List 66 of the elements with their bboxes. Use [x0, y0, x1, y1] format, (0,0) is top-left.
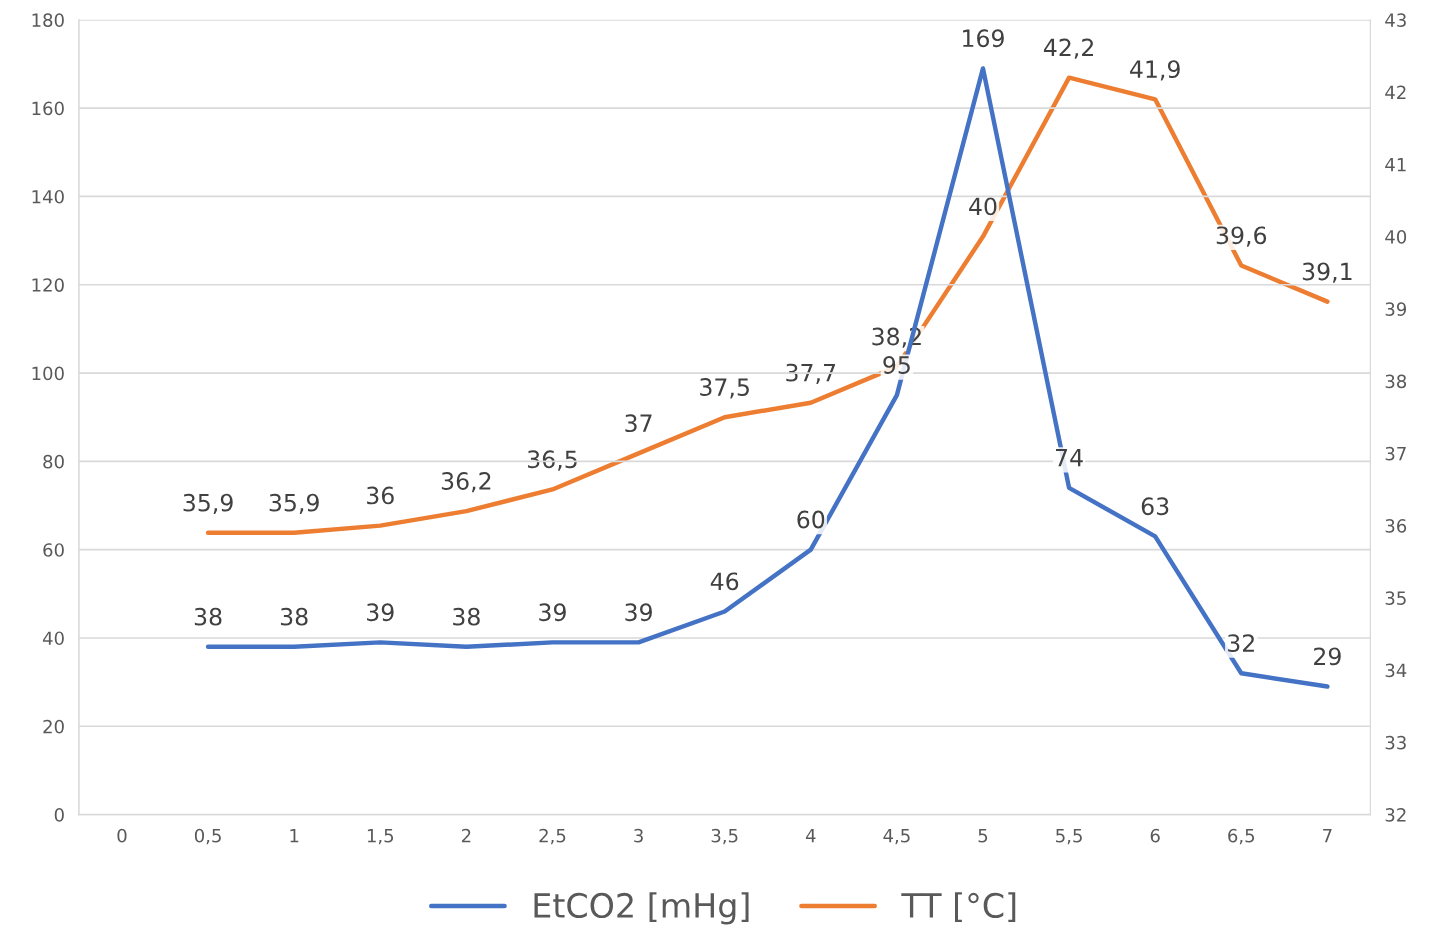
y2-tick-label: 39	[1385, 302, 1407, 316]
y2-tick-label: 40	[1385, 230, 1407, 244]
y-tick-label: 100	[32, 366, 64, 381]
x-tick-label: 1,5	[367, 829, 394, 845]
y2-tick-label: 41	[1385, 158, 1406, 172]
data-label: 95	[883, 356, 910, 374]
data-label: 36,2	[441, 472, 491, 493]
x-tick-label: 4	[805, 829, 816, 843]
y-tick-label: 0	[54, 808, 64, 822]
x-tick-label: 0	[117, 828, 127, 843]
y2-tick-label: 37	[1385, 446, 1406, 461]
y2-tick-label: 33	[1385, 735, 1406, 750]
data-label: 36	[367, 486, 394, 505]
y-tick-label: 20	[43, 719, 64, 734]
data-label: 37	[625, 414, 652, 433]
data-label: 39	[625, 603, 652, 622]
data-label: 37,7	[786, 363, 836, 384]
data-label: 41,9	[1130, 60, 1180, 81]
data-label: 60	[797, 510, 825, 529]
legend-label: EtCO2 [mHg]	[534, 892, 749, 925]
data-label: 39	[539, 603, 566, 622]
data-label: 32	[1228, 634, 1254, 653]
data-label: 35,9	[183, 493, 233, 514]
y2-tick-label: 38	[1385, 374, 1407, 389]
x-tick-label: 2,5	[539, 828, 566, 845]
y-tick-label: 180	[32, 13, 64, 27]
y-tick-label: 140	[32, 189, 64, 204]
y2-tick-label: 42	[1385, 85, 1406, 99]
x-tick-label: 5	[978, 829, 988, 843]
y-tick-label: 60	[43, 543, 64, 557]
y2-tick-label: 32	[1385, 808, 1406, 822]
data-label: 39,6	[1216, 226, 1267, 247]
x-tick-label: 3	[634, 828, 643, 843]
x-tick-label: 5,5	[1056, 829, 1082, 845]
x-tick-label: 3,5	[711, 828, 738, 845]
x-tick-label: 6	[1150, 828, 1160, 843]
y-tick-label: 40	[42, 631, 64, 646]
data-label: 40	[969, 197, 997, 216]
y-tick-label: 160	[32, 101, 64, 116]
data-label: 38	[194, 607, 222, 626]
data-label: 29	[1314, 647, 1341, 666]
data-label: 38	[453, 607, 480, 626]
legend-label: TT [°C]	[901, 892, 1016, 922]
y-tick-label: 80	[43, 454, 64, 469]
data-label: 39	[367, 603, 394, 622]
data-label: 42,2	[1043, 38, 1093, 59]
data-label: 169	[963, 29, 1004, 48]
data-label: 39,1	[1302, 262, 1352, 283]
data-label: 38	[280, 607, 308, 626]
data-label: 36,5	[527, 450, 577, 471]
y2-tick-label: 36	[1385, 519, 1407, 533]
data-label: 35,9	[269, 493, 319, 514]
y2-tick-label: 34	[1385, 663, 1407, 678]
x-tick-label: 1	[290, 829, 299, 843]
y-tick-label: 120	[32, 278, 64, 292]
data-label: 74	[1055, 449, 1083, 467]
data-label: 63	[1141, 497, 1169, 516]
x-tick-label: 6,5	[1228, 828, 1255, 845]
x-tick-label: 0,5	[194, 828, 221, 845]
y2-tick-label: 35	[1385, 591, 1406, 605]
x-tick-label: 4,5	[883, 829, 910, 845]
data-label: 46	[710, 572, 739, 591]
x-tick-label: 7	[1323, 829, 1332, 843]
data-label: 37,5	[700, 378, 749, 399]
y2-tick-label: 43	[1385, 13, 1406, 27]
x-tick-label: 2	[461, 828, 471, 843]
